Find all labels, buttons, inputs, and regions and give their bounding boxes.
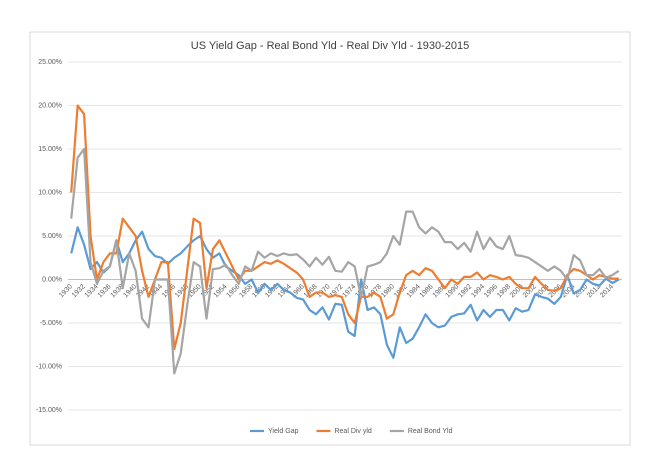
y-tick-label: 15.00%: [38, 146, 62, 153]
series-line: [70, 226, 620, 359]
y-tick-label: 25.00%: [38, 59, 62, 66]
legend-label: Real Div yld: [334, 428, 371, 435]
y-tick-label: -15.00%: [36, 407, 62, 414]
y-tick-label: -5.00%: [40, 320, 62, 327]
y-tick-label: 0.00%: [42, 276, 62, 283]
y-tick-label: 20.00%: [38, 102, 62, 109]
y-tick-label: 10.00%: [38, 189, 62, 196]
legend-label: Yield Gap: [268, 428, 299, 435]
chart-title: US Yield Gap - Real Bond Yld - Real Div …: [191, 40, 469, 52]
chart-frame: [29, 31, 631, 446]
series-line: [70, 147, 620, 375]
legend-label: Real Bond Yld: [408, 428, 453, 435]
y-tick-label: 5.00%: [42, 233, 62, 240]
series-line: [70, 104, 619, 351]
y-tick-label: -10.00%: [36, 363, 62, 370]
